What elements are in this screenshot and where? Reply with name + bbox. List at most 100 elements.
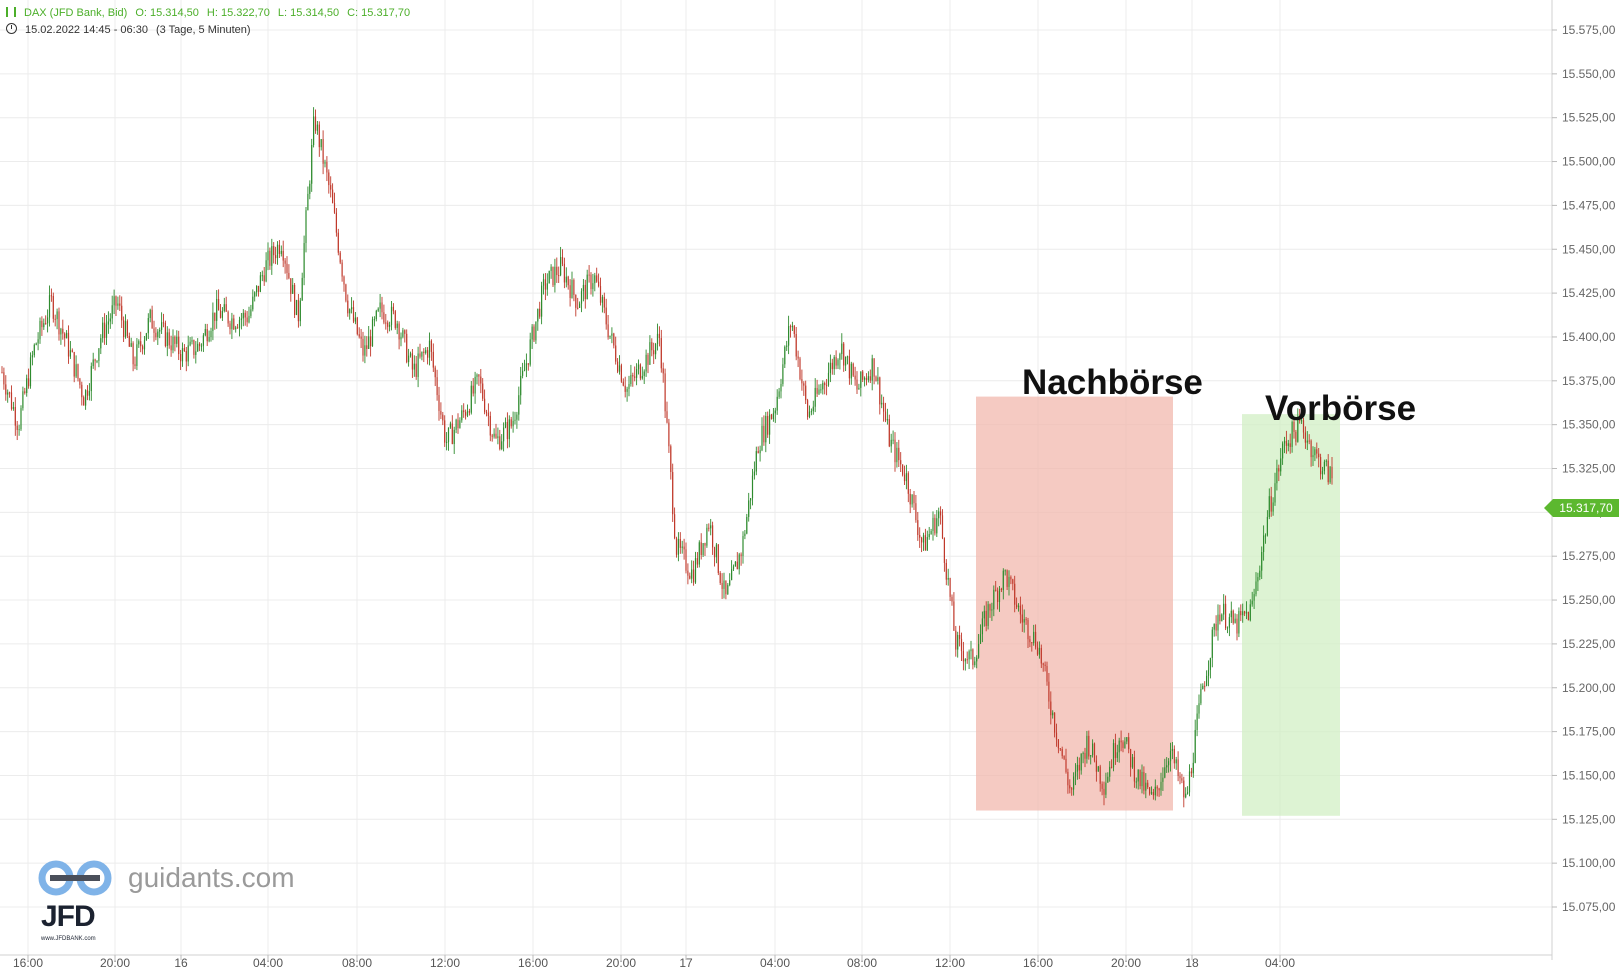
candle-body bbox=[449, 423, 451, 428]
candle-body bbox=[732, 566, 735, 570]
candle-body bbox=[894, 439, 896, 463]
y-axis[interactable]: 15.075,00 15.100,00 15.125,00 15.150,00 15.1… bbox=[1551, 0, 1616, 960]
candle-body bbox=[1251, 600, 1253, 605]
candle-body bbox=[740, 554, 742, 556]
candle-body bbox=[594, 275, 596, 284]
candle bbox=[560, 246, 562, 277]
candle-body bbox=[123, 320, 125, 338]
candle bbox=[628, 375, 630, 397]
candle bbox=[757, 446, 759, 454]
candle bbox=[577, 297, 579, 310]
x-tick-label: 08:00 bbox=[847, 956, 877, 970]
candle bbox=[162, 313, 165, 328]
candle bbox=[1069, 779, 1071, 794]
candle-body bbox=[202, 335, 204, 346]
candle bbox=[364, 335, 366, 364]
candle-body bbox=[470, 385, 472, 413]
candle bbox=[1048, 672, 1050, 709]
candle-body bbox=[465, 412, 467, 416]
candle bbox=[75, 355, 77, 379]
candle-body bbox=[1118, 740, 1120, 753]
candle-body bbox=[1177, 759, 1179, 776]
candle bbox=[767, 411, 769, 438]
candle-body bbox=[1232, 610, 1234, 623]
candle bbox=[1251, 591, 1253, 607]
candle-body bbox=[1206, 675, 1208, 686]
candle-body bbox=[98, 348, 100, 361]
candle-body bbox=[1190, 771, 1192, 774]
candle bbox=[655, 342, 657, 360]
candle-body bbox=[991, 609, 993, 611]
candle-body bbox=[571, 280, 573, 298]
candle bbox=[995, 580, 997, 592]
candle bbox=[60, 327, 62, 345]
candle bbox=[90, 362, 92, 401]
candle bbox=[693, 560, 695, 586]
candle-body bbox=[886, 419, 888, 421]
candle bbox=[1027, 617, 1029, 648]
candle bbox=[514, 411, 516, 425]
candle bbox=[48, 285, 51, 327]
candle bbox=[860, 371, 862, 397]
candle-body bbox=[1327, 460, 1329, 483]
candle-body bbox=[250, 309, 252, 316]
candle bbox=[1101, 781, 1103, 796]
candle bbox=[326, 156, 328, 182]
candle-body bbox=[989, 604, 991, 611]
candle bbox=[533, 324, 535, 342]
candle bbox=[98, 348, 100, 368]
candle bbox=[176, 330, 178, 348]
candle-body bbox=[189, 341, 191, 346]
candle-body bbox=[613, 333, 615, 346]
candle bbox=[1010, 575, 1012, 585]
candle bbox=[1109, 761, 1111, 782]
candle-body bbox=[675, 538, 678, 555]
candle bbox=[957, 631, 959, 658]
candle-body bbox=[579, 303, 581, 308]
candle-body bbox=[588, 274, 590, 276]
candle bbox=[240, 312, 242, 330]
candle bbox=[157, 329, 159, 345]
candle-body bbox=[1057, 739, 1059, 749]
candle bbox=[66, 330, 68, 339]
candle-body bbox=[130, 343, 132, 347]
candle-body bbox=[360, 336, 362, 339]
x-axis[interactable]: 16:00 20:00 16 04:00 08:00 12:00 16:00 20:00 17 0… bbox=[0, 954, 1552, 970]
candle-body bbox=[303, 243, 305, 278]
candle bbox=[501, 434, 503, 451]
candle-body bbox=[510, 419, 512, 427]
candle bbox=[1097, 765, 1099, 772]
candle-body bbox=[514, 419, 516, 421]
open-value: O: 15.314,50 bbox=[135, 7, 199, 19]
candle bbox=[1202, 683, 1204, 690]
candle-body bbox=[983, 610, 985, 619]
candle-body bbox=[816, 387, 818, 394]
candle-body bbox=[531, 326, 533, 340]
candle bbox=[1207, 660, 1210, 687]
candle-body bbox=[275, 255, 277, 259]
candle bbox=[1190, 767, 1192, 777]
candle bbox=[413, 355, 415, 377]
candle bbox=[1143, 766, 1145, 795]
y-tick-label: 15.500,00 bbox=[1562, 155, 1616, 169]
candle bbox=[81, 381, 83, 406]
after-hours-label[interactable]: Nachbörse bbox=[1022, 363, 1203, 402]
candle-body bbox=[151, 309, 153, 329]
candle bbox=[900, 452, 902, 473]
candle bbox=[1118, 737, 1120, 763]
candle-body bbox=[174, 336, 176, 344]
candle-body bbox=[259, 275, 261, 292]
candle-body bbox=[371, 319, 374, 347]
candle bbox=[738, 552, 740, 575]
candle-body bbox=[843, 343, 845, 366]
candle bbox=[841, 333, 843, 360]
candle bbox=[318, 121, 320, 157]
candle-body bbox=[1122, 742, 1124, 749]
pre-market-label[interactable]: Vorbörse bbox=[1265, 389, 1417, 428]
candle bbox=[508, 415, 510, 448]
candle-body bbox=[655, 344, 657, 355]
candle bbox=[979, 624, 982, 644]
candle-body bbox=[865, 377, 868, 381]
